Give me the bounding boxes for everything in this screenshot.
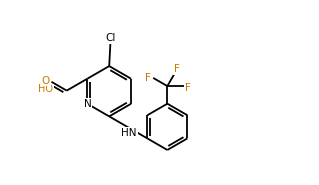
Text: N: N	[84, 99, 91, 109]
Text: F: F	[174, 64, 180, 74]
Text: F: F	[185, 83, 191, 93]
Text: O: O	[42, 75, 50, 85]
Text: HN: HN	[121, 128, 137, 138]
Text: HO: HO	[38, 84, 53, 94]
Text: Cl: Cl	[105, 33, 116, 43]
Text: F: F	[145, 73, 151, 83]
